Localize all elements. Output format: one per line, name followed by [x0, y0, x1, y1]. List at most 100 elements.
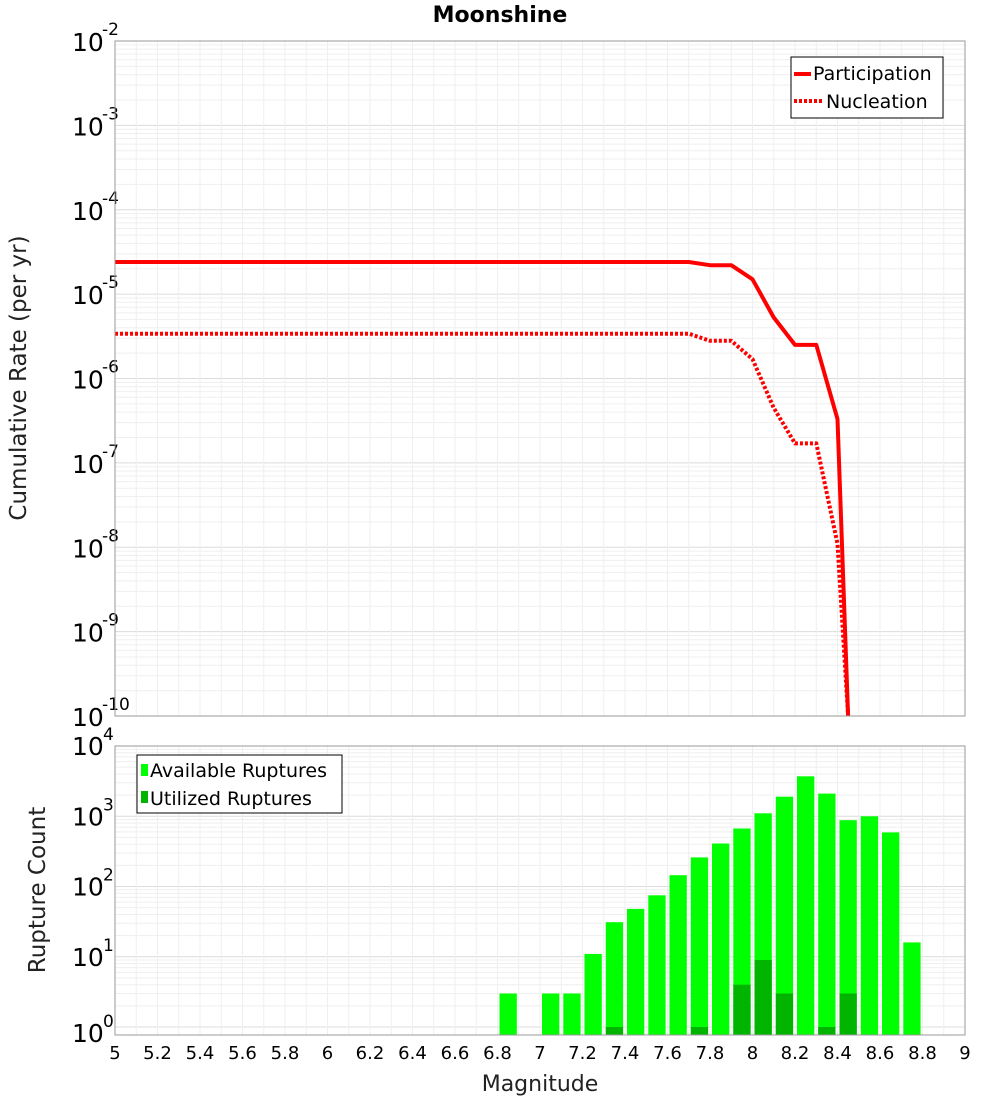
bar-utilized-7.35: [605, 1027, 624, 1035]
x-tick-label: 5.2: [143, 1043, 172, 1064]
bar-available-7.95: [733, 828, 751, 1035]
x-tick-label: 6.8: [483, 1043, 512, 1064]
bar-available-8.35: [818, 793, 836, 1035]
bar-available-8.25: [797, 776, 815, 1035]
rate-y-tick-label: 10: [72, 281, 104, 310]
bar-available-8.15: [775, 796, 794, 1035]
x-tick-label: 8.6: [866, 1043, 895, 1064]
count-y-tick-label: 10: [72, 943, 104, 972]
count-plot-border: [114, 745, 966, 1036]
bar-available-7.65: [669, 875, 687, 1035]
x-tick-label: 7.8: [696, 1043, 725, 1064]
rate-legend-box: [790, 56, 944, 119]
rate-y-tick-exponent: -8: [102, 526, 119, 546]
x-tick-label: 6.4: [398, 1043, 427, 1064]
series-line-participation: [115, 260, 851, 717]
count-y-tick-label: 10: [72, 873, 104, 902]
rate-plot-border: [114, 40, 966, 717]
x-tick-label: 7.6: [653, 1043, 682, 1064]
x-tick-label: 7: [534, 1043, 545, 1064]
rate-y-tick-label: 10: [72, 112, 104, 141]
rate-y-axis-label: Cumulative Rate (per yr): [6, 235, 32, 520]
count-y-tick-exponent: 2: [103, 866, 114, 886]
rate-y-tick-label: 10: [72, 197, 104, 226]
rate-y-tick-label: 10: [72, 619, 104, 648]
rate-y-tick-exponent: -5: [102, 273, 119, 293]
x-tick-label: 5.6: [228, 1043, 257, 1064]
x-axis-label: Magnitude: [482, 1072, 599, 1097]
bar-available-6.85: [499, 993, 517, 1035]
bar-available-7.45: [627, 908, 645, 1035]
bar-available-7.15: [563, 993, 581, 1035]
x-tick-label: 8.4: [823, 1043, 852, 1064]
count-y-tick-label: 10: [72, 1019, 104, 1048]
series-line-nucleation: [115, 331, 851, 717]
legend-swatch-utilized: [141, 791, 148, 803]
rate-y-tick-label: 10: [72, 703, 104, 732]
count-legend: Available Ruptures Utilized Ruptures: [136, 754, 343, 814]
x-tick-label: 8.8: [908, 1043, 937, 1064]
legend-label-utilized: Utilized Ruptures: [150, 788, 312, 810]
rate-y-tick-exponent: -6: [102, 358, 119, 378]
rate-y-tick-exponent: -3: [102, 104, 119, 124]
rate-y-tick-exponent: -2: [102, 20, 119, 40]
bar-available-7.55: [648, 895, 666, 1035]
rate-y-tick-label: 10: [72, 534, 104, 563]
bar-utilized-8.45: [839, 993, 857, 1035]
x-tick-label: 9: [959, 1043, 970, 1064]
count-bars: [499, 776, 921, 1035]
bar-available-8.65: [882, 832, 900, 1035]
rate-gridlines: [114, 41, 966, 717]
count-y-tick-label: 10: [72, 802, 104, 831]
bar-available-7.75: [690, 857, 709, 1035]
x-tick-label: 5.4: [186, 1043, 215, 1064]
bar-available-8.55: [860, 816, 879, 1035]
x-tick-label: 6.6: [441, 1043, 470, 1064]
rate-y-tick-exponent: -10: [102, 695, 130, 715]
bar-available-7.05: [542, 993, 560, 1035]
count-y-tick-exponent: 1: [103, 936, 114, 956]
bar-available-7.35: [605, 922, 624, 1035]
bar-utilized-8.05: [754, 960, 772, 1035]
rate-panel: 10-210-310-410-510-610-710-810-910-10 Cu…: [6, 20, 966, 732]
bar-utilized-8.35: [818, 1027, 836, 1035]
count-y-tick-exponent: 4: [103, 725, 114, 745]
bar-utilized-8.15: [775, 993, 794, 1035]
bar-available-7.25: [584, 953, 602, 1035]
rate-y-tick-exponent: -7: [102, 442, 119, 462]
rate-y-tick-label: 10: [72, 450, 104, 479]
bar-available-8.75: [903, 942, 921, 1035]
x-tick-label: 7.2: [568, 1043, 597, 1064]
rate-y-tick-exponent: -9: [102, 611, 119, 631]
bar-utilized-7.95: [733, 984, 751, 1035]
x-tick-label: 6.2: [356, 1043, 385, 1064]
count-y-tick-exponent: 3: [103, 795, 114, 815]
rate-series: [115, 260, 851, 717]
count-y-tick-exponent: 0: [103, 1012, 114, 1032]
bar-available-7.85: [712, 843, 730, 1035]
count-y-tick-label: 10: [72, 732, 104, 761]
x-tick-label: 5.8: [271, 1043, 300, 1064]
bar-utilized-7.75: [690, 1027, 709, 1035]
count-gridlines: [114, 746, 966, 1035]
legend-swatch-available: [141, 764, 148, 776]
rate-legend: Participation Nucleation: [790, 56, 944, 119]
x-tick-label: 8.2: [781, 1043, 810, 1064]
legend-label-available: Available Ruptures: [150, 760, 327, 782]
rate-y-tick-label: 10: [72, 366, 104, 395]
count-x-ticks: 5 5.2 5.4 5.6 5.8 6 6.2 6.4 6.6 6.8 7 7.2 7.4 7.6 7.8 8…: [109, 1043, 970, 1064]
count-legend-box: [136, 754, 343, 814]
legend-label-participation: Participation: [813, 63, 932, 85]
chart-title: Moonshine: [433, 3, 568, 28]
x-tick-label: 7.4: [611, 1043, 640, 1064]
bar-available-8.45: [839, 820, 857, 1035]
legend-label-nucleation: Nucleation: [826, 91, 928, 113]
x-tick-label: 6: [322, 1043, 333, 1064]
count-y-axis-label: Rupture Count: [25, 807, 51, 973]
x-tick-label: 8: [747, 1043, 758, 1064]
rate-y-tick-exponent: -4: [102, 189, 119, 209]
x-tick-label: 5: [109, 1043, 120, 1064]
